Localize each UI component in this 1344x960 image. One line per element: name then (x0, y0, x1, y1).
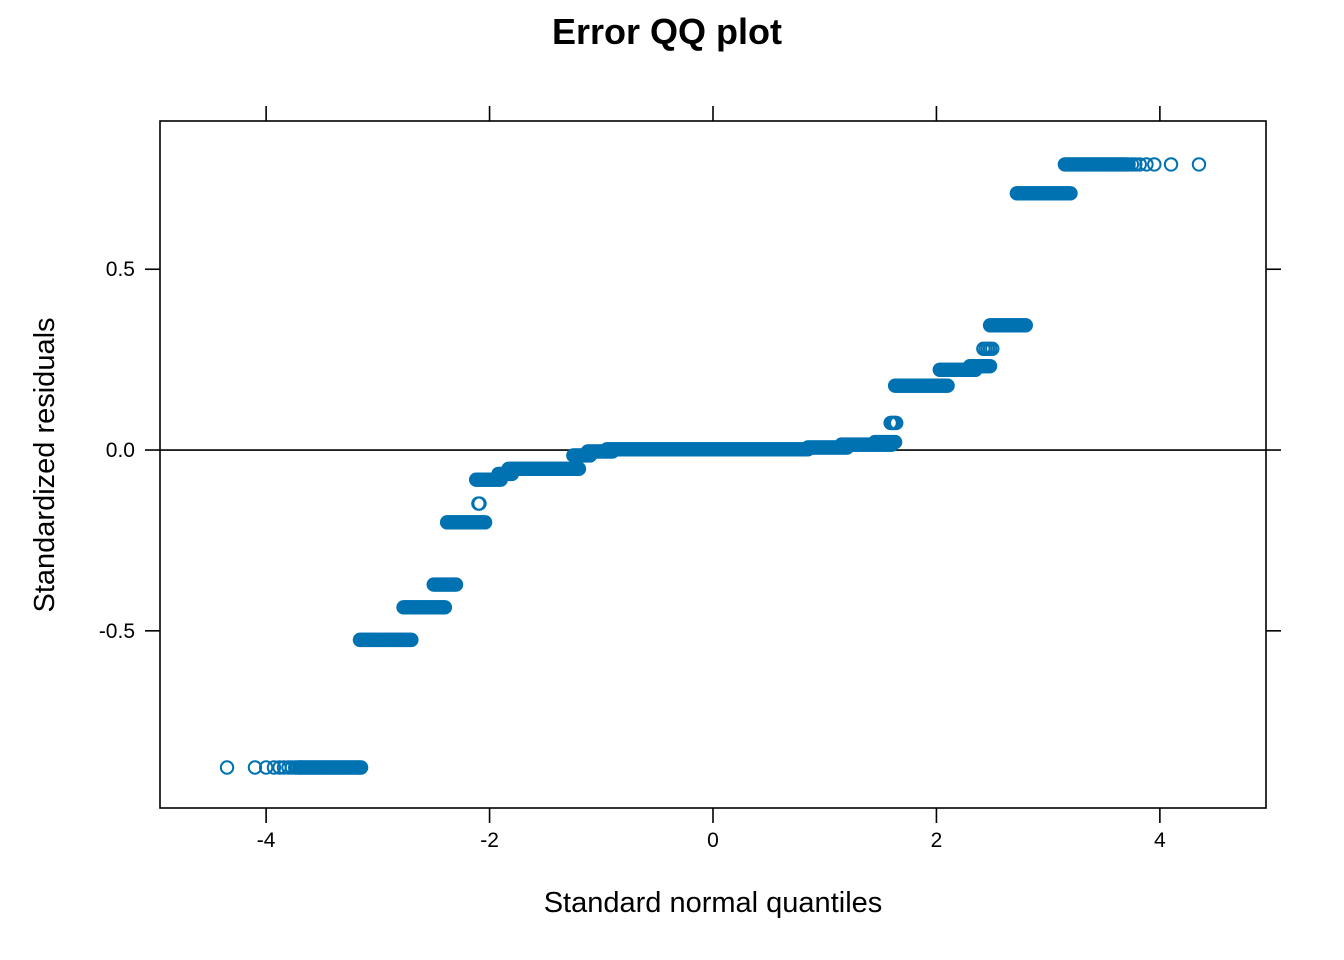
qq-point (353, 760, 369, 775)
qq-point (985, 341, 1000, 356)
x-axis-label: Standard normal quantiles (544, 887, 883, 919)
qq-point (889, 415, 904, 431)
x-tick-label: 2 (931, 829, 943, 852)
qq-point (1128, 157, 1143, 172)
x-tick-label: -2 (480, 829, 499, 852)
qq-point (247, 760, 263, 775)
qq-point (219, 760, 235, 775)
qq-point (1139, 157, 1154, 172)
qq-point (1191, 157, 1207, 172)
qq-point (404, 632, 419, 648)
qq-point (1018, 318, 1034, 333)
y-axis-label: Standardized residuals (29, 317, 61, 612)
qq-point (276, 760, 292, 775)
y-tick-label: 0.0 (106, 439, 135, 462)
chart-title: Error QQ plot (552, 11, 782, 52)
qq-point (1132, 157, 1147, 172)
qq-point (258, 760, 274, 775)
x-tick-label: 4 (1154, 829, 1166, 852)
qq-point (472, 496, 487, 511)
x-tick-label: -4 (257, 829, 276, 852)
qq-point (1063, 186, 1078, 201)
plot-frame (159, 120, 1267, 809)
qq-point (940, 378, 955, 393)
qq-point (1163, 157, 1179, 172)
qq-point (266, 760, 282, 775)
y-tick-label: 0.5 (106, 258, 135, 281)
qq-point (477, 515, 493, 530)
qq-point (982, 358, 998, 374)
qq-point (448, 577, 464, 592)
qq-point (437, 600, 453, 615)
x-tick-label: 0 (707, 829, 719, 852)
qq-point (1147, 157, 1162, 172)
data-points (219, 157, 1207, 775)
y-tick-label: -0.5 (99, 620, 135, 643)
axes: -4 -2 0 2 4 -0.5 0.0 0.5 (99, 106, 1281, 852)
qq-point (887, 434, 903, 450)
qq-point (292, 760, 307, 775)
